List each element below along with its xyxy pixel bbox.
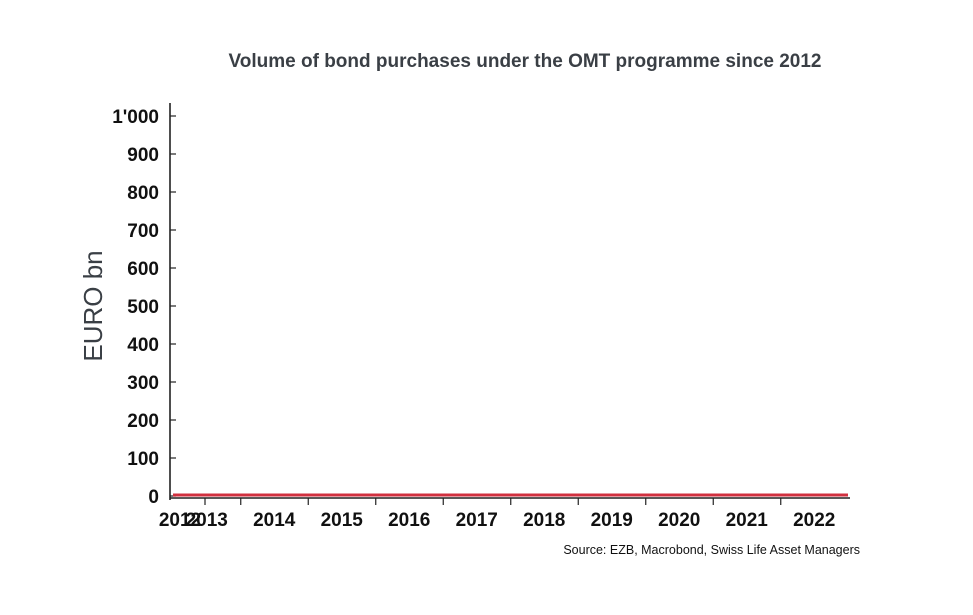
x-tick-label: 2018	[523, 510, 565, 531]
y-tick-label: 500	[127, 297, 159, 318]
x-tick-label: 2012	[159, 510, 201, 531]
y-axis: 0 100 200 300 400 500 600 700 800 900 1'000	[112, 103, 176, 508]
x-tick-label: 2022	[793, 510, 835, 531]
y-tick-label: 900	[127, 145, 159, 166]
y-tick-label: 300	[127, 373, 159, 394]
chart-title: Volume of bond purchases under the OMT p…	[229, 51, 822, 72]
y-tick-label: 700	[127, 221, 159, 242]
x-tick-label: 2017	[456, 510, 498, 531]
y-tick-label: 400	[127, 335, 159, 356]
y-tick-label: 600	[127, 259, 159, 280]
y-tick-label: 100	[127, 449, 159, 470]
y-tick-label: 200	[127, 411, 159, 432]
x-tick-label: 2019	[591, 510, 633, 531]
x-tick-label: 2021	[726, 510, 769, 531]
y-tick-label: 1'000	[112, 107, 159, 128]
y-tick-label: 800	[127, 183, 159, 204]
x-tick-label: 2015	[321, 510, 364, 531]
x-tick-label: 2016	[388, 510, 430, 531]
y-axis-label: EURO bn	[78, 250, 108, 361]
x-tick-label: 2014	[253, 510, 296, 531]
x-tick-label: 2013	[186, 510, 228, 531]
x-tick-label: 2020	[658, 510, 700, 531]
source-note: Source: EZB, Macrobond, Swiss Life Asset…	[563, 543, 860, 557]
y-tick-label: 0	[148, 487, 159, 508]
